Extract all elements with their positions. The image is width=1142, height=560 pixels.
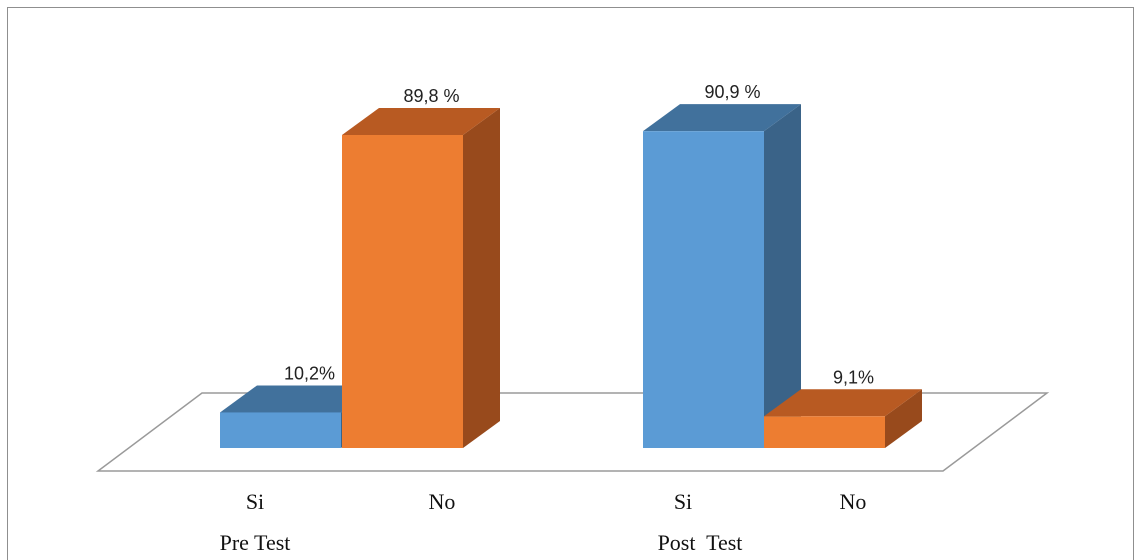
bar-pre-si-front xyxy=(220,412,341,448)
bar-pre-si-top xyxy=(220,385,378,413)
bar-pre-si-category-label: Si xyxy=(246,489,264,514)
bar-pre-no xyxy=(342,108,500,448)
bar-pre-no-side xyxy=(463,108,500,448)
bar-post-si-category-label: Si xyxy=(674,489,692,514)
bar-post-si-side xyxy=(764,104,801,448)
bar-pre-no-top xyxy=(342,108,500,135)
bar-post-no-value-label: 9,1% xyxy=(833,367,874,387)
bar-post-no-top xyxy=(764,389,922,417)
bar-pre-no-category-label: No xyxy=(429,489,456,514)
bar-post-si-value-label: 90,9 % xyxy=(704,82,760,102)
bar-post-si-top xyxy=(643,104,801,132)
bar-pre-si-value-label: 10,2% xyxy=(284,363,335,383)
bar-pre-si xyxy=(220,385,378,448)
bar-post-no-side xyxy=(885,389,922,448)
bar-post-si xyxy=(643,104,801,448)
bar-post-no xyxy=(764,389,922,448)
bar-post-no-category-label: No xyxy=(840,489,867,514)
bar-post-no-front xyxy=(764,416,885,448)
bar-pre-no-value-label: 89,8 % xyxy=(403,86,459,106)
group-label-post-test: Post Test xyxy=(658,530,743,555)
bar-pre-no-front xyxy=(342,135,463,448)
labels-layer: 10,2% Si 89,8 % No Pre Test 90,9 % Si 9,1% No Pos… xyxy=(220,82,874,555)
bar-post-si-front xyxy=(643,131,764,448)
bars-layer xyxy=(220,104,922,448)
group-label-pre-test: Pre Test xyxy=(220,530,291,555)
